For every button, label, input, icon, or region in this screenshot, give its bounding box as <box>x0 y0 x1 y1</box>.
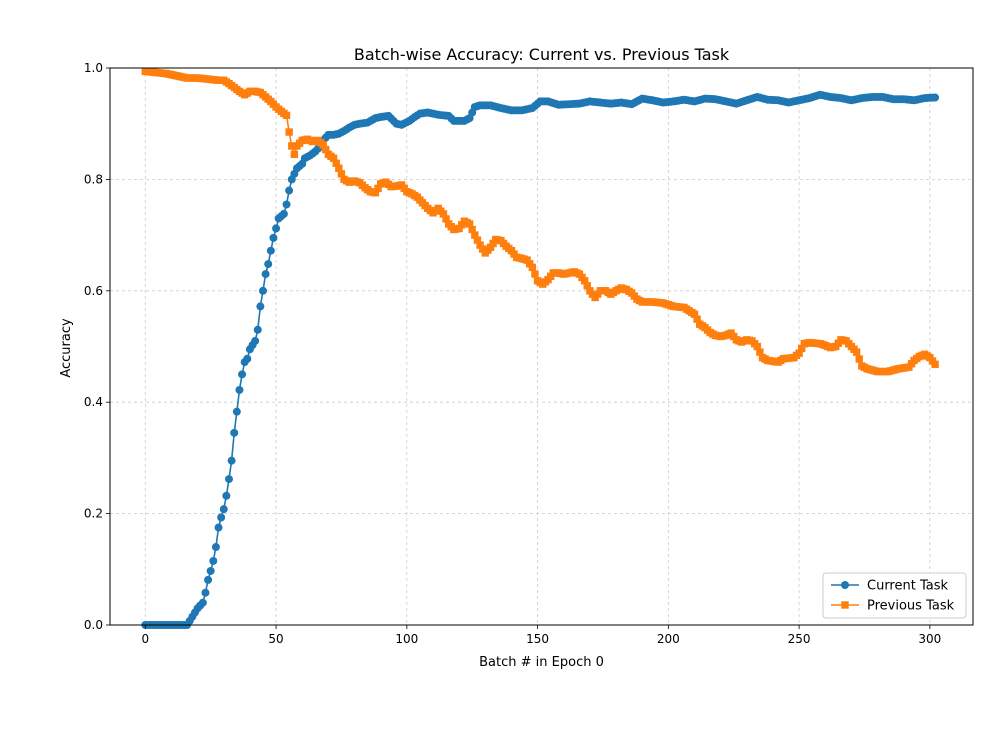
data-point <box>211 543 220 552</box>
data-point <box>235 385 244 394</box>
data-point <box>201 588 210 597</box>
y-tick-label: 0.2 <box>84 507 103 521</box>
legend-label: Current Task <box>867 579 948 594</box>
x-tick-label: 300 <box>918 632 941 646</box>
data-point <box>931 93 940 102</box>
data-point <box>204 575 213 584</box>
data-point <box>486 243 495 252</box>
data-point <box>285 186 294 195</box>
data-point <box>282 111 291 120</box>
data-point <box>253 325 262 334</box>
data-point <box>489 239 497 248</box>
data-point <box>329 154 338 162</box>
data-point <box>795 349 803 357</box>
data-point <box>258 286 267 295</box>
data-point <box>335 164 343 172</box>
x-tick-label: 50 <box>268 632 283 646</box>
data-point <box>471 231 479 239</box>
data-point <box>219 505 228 514</box>
data-point <box>209 556 218 565</box>
legend-marker <box>841 601 849 609</box>
data-point <box>232 407 241 416</box>
y-tick-label: 0.6 <box>84 284 103 298</box>
data-point <box>756 348 764 356</box>
legend-item: Previous Task <box>831 599 955 614</box>
data-point <box>322 145 330 154</box>
data-point <box>285 128 293 136</box>
legend: Current Task Previous Task <box>822 572 967 619</box>
data-point <box>243 354 252 363</box>
data-point <box>439 210 448 218</box>
x-axis-label: Batch # in Epoch 0 <box>479 655 604 670</box>
data-point <box>230 428 239 437</box>
data-point <box>528 263 537 272</box>
y-tick-label: 0.4 <box>84 395 103 409</box>
data-point <box>279 209 288 218</box>
data-point <box>337 170 346 178</box>
data-point <box>693 315 701 323</box>
data-point <box>256 302 265 311</box>
y-tick-label: 0.0 <box>84 618 103 632</box>
data-point <box>238 370 247 379</box>
data-point <box>266 246 275 255</box>
data-point <box>198 598 207 607</box>
data-point <box>855 355 863 363</box>
y-tick-label: 1.0 <box>84 61 103 75</box>
x-tick-label: 100 <box>395 632 418 646</box>
data-point <box>224 475 233 484</box>
data-point <box>374 184 382 193</box>
series-previous-task <box>141 67 939 376</box>
x-axis: 0 50 100 150 200 250 300 <box>141 625 941 646</box>
y-axis: 0.0 0.2 0.4 0.6 0.8 1.0 <box>84 61 110 632</box>
data-point <box>319 141 327 149</box>
data-point <box>214 523 223 532</box>
y-axis-label: Accuracy <box>59 318 74 378</box>
data-point <box>583 282 591 290</box>
x-tick-label: 200 <box>657 632 680 646</box>
data-point <box>753 342 761 351</box>
data-point <box>282 200 291 209</box>
y-tick-label: 0.8 <box>84 172 103 186</box>
data-point <box>531 270 539 278</box>
data-point <box>931 360 939 369</box>
data-point <box>476 241 484 249</box>
data-point <box>468 225 476 234</box>
data-point <box>288 142 296 150</box>
data-point <box>272 224 281 233</box>
data-point <box>371 189 380 197</box>
data-point <box>580 277 589 285</box>
legend-marker <box>841 581 849 589</box>
data-point <box>269 233 278 242</box>
series-layer <box>141 67 940 629</box>
data-point <box>290 150 299 159</box>
data-point <box>264 260 273 269</box>
data-point <box>251 336 260 345</box>
data-point <box>690 310 699 318</box>
data-point <box>852 348 861 356</box>
data-point <box>222 491 231 500</box>
x-tick-label: 250 <box>788 632 811 646</box>
data-point <box>798 344 806 353</box>
data-point <box>261 270 270 279</box>
data-point <box>227 456 236 465</box>
legend-item: Current Task <box>831 579 948 594</box>
data-point <box>465 220 474 228</box>
legend-label: Previous Task <box>867 599 955 614</box>
data-point <box>473 236 482 244</box>
plot-frame <box>109 67 974 626</box>
x-tick-label: 150 <box>526 632 549 646</box>
data-point <box>217 513 226 522</box>
data-point <box>332 159 340 167</box>
chart-title: Batch-wise Accuracy: Current vs. Previou… <box>354 45 730 64</box>
data-point <box>206 566 215 575</box>
x-tick-label: 0 <box>141 632 149 646</box>
data-point <box>478 245 487 253</box>
data-point <box>442 215 450 223</box>
